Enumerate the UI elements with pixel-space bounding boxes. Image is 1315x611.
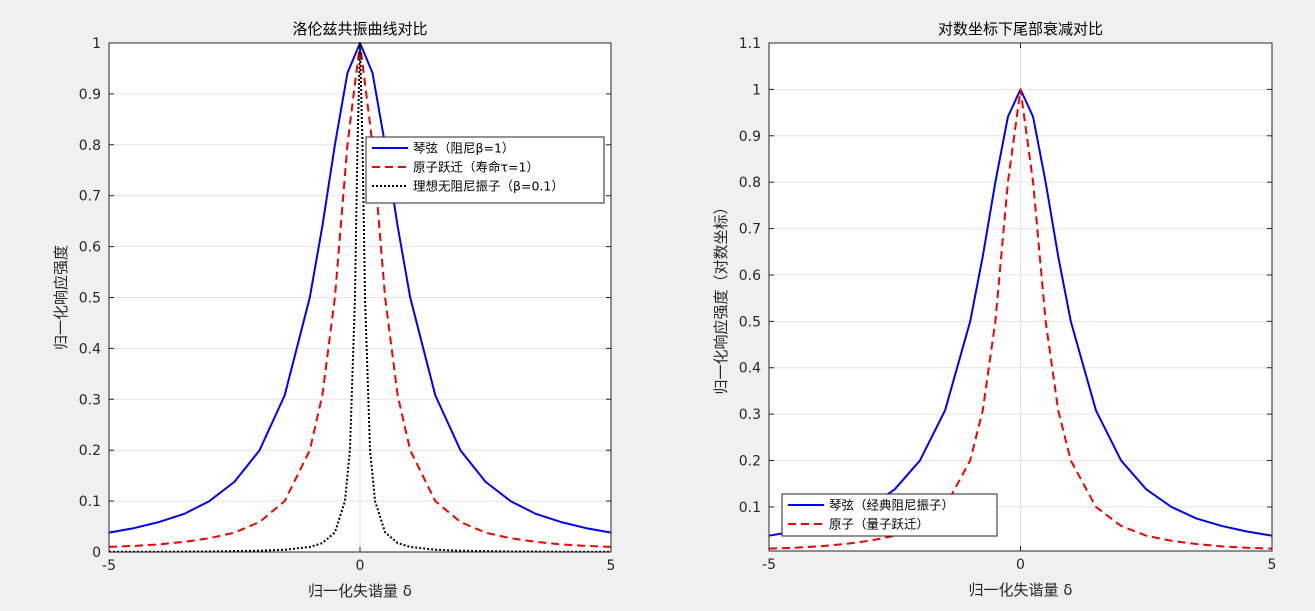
y-tick-label: 0.4 <box>739 361 761 377</box>
legend-label-2: 理想无阻尼振子（β=0.1） <box>413 179 564 194</box>
legend-box <box>781 493 998 537</box>
chart-title: 洛伦兹共振曲线对比 <box>292 20 427 38</box>
x-tick-label: 5 <box>1268 557 1277 573</box>
x-tick-label: 0 <box>356 558 365 574</box>
chart-title: 对数坐标下尾部衰减对比 <box>938 20 1103 38</box>
legend-label-0: 琴弦（经典阻尼振子） <box>829 498 954 513</box>
x-axis-label: 归一化失谐量 δ <box>969 581 1073 599</box>
axes <box>768 42 1273 552</box>
x-tick-label: 0 <box>1016 557 1025 573</box>
y-tick-label: 0.6 <box>79 240 101 256</box>
x-axis-label: 归一化失谐量 δ <box>308 582 412 600</box>
legend-label-1: 原子跃迁（寿命τ=1） <box>413 160 539 175</box>
legend-label-0: 琴弦（阻尼β=1） <box>413 141 514 156</box>
y-tick-label: 0.4 <box>79 341 101 357</box>
y-tick-label: 0.8 <box>739 175 761 191</box>
chart-lorentz-resonance: -5 0 500.10.20.30.40.50.60.70.80.91洛伦兹共振曲线… <box>52 20 615 600</box>
y-tick-label: 0.7 <box>79 189 101 205</box>
legend-label-1: 原子（量子跃迁） <box>829 517 929 532</box>
y-tick-label: 1.1 <box>739 36 761 52</box>
x-tick-label: 5 <box>607 558 616 574</box>
y-tick-label: 0.3 <box>79 392 101 408</box>
y-tick-label: 0.6 <box>739 268 761 284</box>
x-tick-label: -5 <box>102 558 116 574</box>
axes <box>108 42 612 553</box>
y-tick-label: 1 <box>752 82 761 98</box>
y-tick-label: 0.2 <box>739 454 761 470</box>
y-tick-label: 0.1 <box>739 500 761 516</box>
series-line-1 <box>769 89 1272 548</box>
y-tick-label: 0.8 <box>79 138 101 154</box>
y-tick-label: 0.3 <box>739 407 761 423</box>
legend: 琴弦（阻尼β=1） 原子跃迁（寿命τ=1） 理想无阻尼振子（β=0.1） <box>365 136 605 204</box>
y-tick-label: 0.7 <box>739 222 761 238</box>
legend: 琴弦（经典阻尼振子） 原子（量子跃迁） <box>781 493 998 537</box>
y-tick-label: 0.1 <box>79 494 101 510</box>
x-tick-label: -5 <box>762 557 776 573</box>
y-tick-label: 0 <box>92 545 101 561</box>
y-tick-label: 0.5 <box>79 291 101 307</box>
y-tick-label: 0.9 <box>79 87 101 103</box>
y-tick-label: 1 <box>92 36 101 52</box>
y-axis-label: 归一化响应强度（对数坐标） <box>712 199 730 394</box>
y-axis-label: 归一化响应强度 <box>52 245 70 350</box>
y-tick-label: 0.9 <box>739 129 761 145</box>
y-tick-label: 0.5 <box>739 314 761 330</box>
chart-tail-decay: -5 0 5 0.1 0.2 0.3 0.4 0.5 0.6 0.7 0.8 0.9 1 1.1 对数坐标下… <box>712 20 1276 599</box>
y-tick-label: 0.2 <box>79 443 101 459</box>
